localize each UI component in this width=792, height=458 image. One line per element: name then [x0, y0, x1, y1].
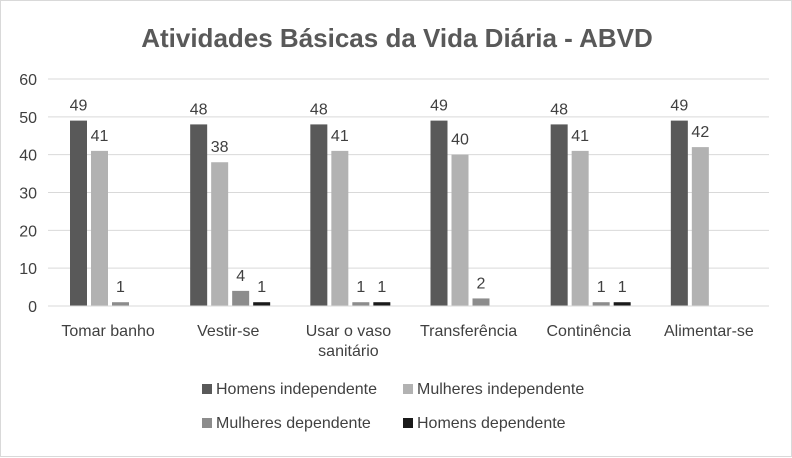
gridlines	[48, 78, 769, 307]
legend-label: Mulheres independente	[417, 381, 584, 398]
x-tick-label: sanitário	[318, 343, 379, 360]
data-label: 2	[477, 275, 486, 292]
axes: 0 10 20 30 40 50 60 Tomar banho Vestir-se Usar o …	[19, 72, 769, 360]
bar	[91, 150, 108, 306]
legend-swatch	[202, 384, 212, 394]
y-tick-label: 30	[19, 186, 37, 203]
chart-title: Atividades Básicas da Vida Diária - ABVD	[141, 23, 653, 53]
x-tick-label: Vestir-se	[197, 323, 259, 340]
data-label: 42	[691, 124, 709, 141]
bar	[352, 302, 370, 306]
legend-swatch	[202, 418, 212, 428]
data-label: 48	[190, 101, 208, 118]
data-label: 40	[451, 132, 469, 149]
bar	[310, 124, 328, 307]
data-label: 1	[116, 279, 125, 296]
y-tick-label: 40	[19, 148, 37, 165]
bar	[613, 302, 631, 306]
data-label: 1	[257, 279, 266, 296]
legend-swatch	[403, 384, 413, 394]
x-tick-label: Alimentar-se	[664, 323, 754, 340]
bar	[451, 154, 469, 306]
data-label: 4	[236, 268, 245, 285]
bars	[70, 120, 709, 307]
data-label: 49	[70, 98, 88, 115]
bar	[253, 302, 271, 306]
legend-label: Mulheres dependente	[216, 415, 371, 432]
data-label: 1	[356, 279, 365, 296]
legend-swatch	[403, 418, 413, 428]
data-label: 1	[618, 279, 627, 296]
bar	[571, 150, 589, 306]
bar	[670, 120, 688, 306]
x-tick-label: Continência	[547, 323, 632, 340]
data-label: 49	[670, 98, 688, 115]
data-label: 41	[331, 128, 349, 145]
y-tick-label: 20	[19, 223, 37, 240]
legend-label: Homens independente	[216, 381, 377, 398]
bar	[373, 302, 391, 306]
data-label: 1	[597, 279, 606, 296]
bar	[592, 302, 610, 306]
x-tick-label: Transferência	[420, 323, 517, 340]
bar	[430, 120, 448, 306]
y-tick-label: 10	[19, 261, 37, 278]
bar	[211, 162, 229, 306]
bar	[331, 150, 349, 306]
data-label: 48	[310, 101, 328, 118]
bar	[70, 120, 87, 306]
y-tick-label: 60	[19, 72, 37, 89]
bar	[190, 124, 208, 307]
y-tick-label: 0	[28, 299, 37, 316]
data-label: 1	[377, 279, 386, 296]
bar	[232, 290, 250, 306]
bar	[550, 124, 568, 307]
x-tick-label: Usar o vaso	[306, 323, 391, 340]
bar	[691, 147, 709, 306]
legend: Homens independente Mulheres independente…	[202, 381, 584, 432]
y-tick-label: 50	[19, 110, 37, 127]
data-label: 38	[211, 139, 229, 156]
bar	[472, 298, 490, 306]
x-tick-label: Tomar banho	[61, 323, 154, 340]
data-label: 41	[91, 128, 109, 145]
data-label: 48	[550, 101, 568, 118]
data-label: 49	[430, 98, 448, 115]
legend-label: Homens dependente	[417, 415, 566, 432]
data-label: 41	[571, 128, 589, 145]
bar	[112, 302, 129, 306]
